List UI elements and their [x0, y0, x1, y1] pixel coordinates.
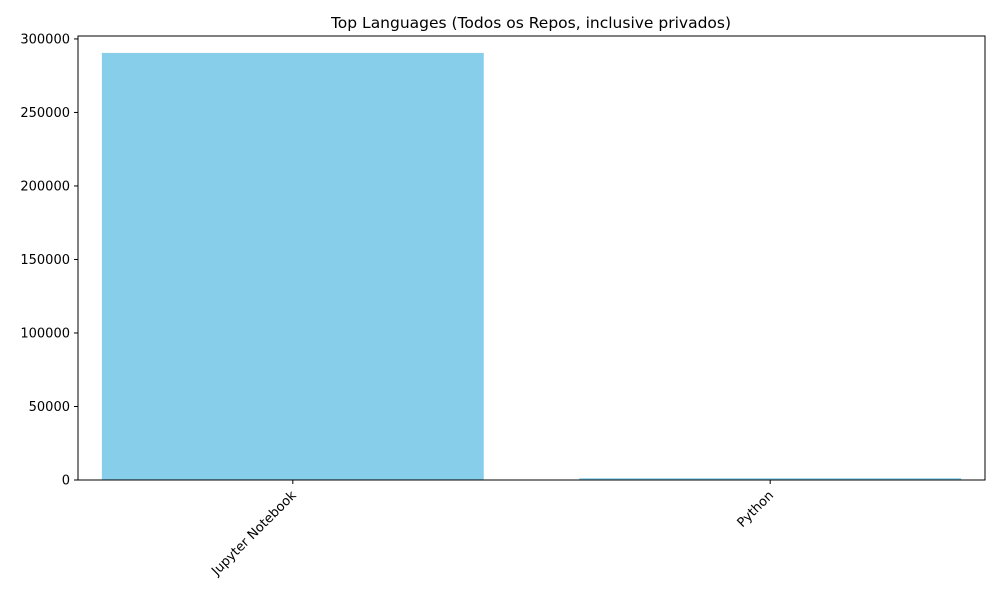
y-tick-label: 200000 — [20, 179, 70, 194]
plot-frame — [77, 35, 986, 481]
y-axis: 0 50000 100000 150000 200000 250000 300000 — [20, 32, 78, 489]
x-axis: Jupyter Notebook Python — [208, 480, 777, 579]
x-tick-label: Python — [735, 488, 777, 530]
y-tick-label: 300000 — [20, 32, 70, 47]
chart-title: Top Languages (Todos os Repos, inclusive… — [330, 14, 731, 32]
bars-group — [101, 52, 962, 480]
x-tick-label: Jupyter Notebook — [208, 488, 300, 580]
y-tick-label: 0 — [62, 474, 70, 489]
y-tick-label: 150000 — [20, 253, 70, 268]
y-tick-label: 50000 — [29, 400, 70, 415]
y-tick-label: 100000 — [20, 326, 70, 341]
bar-jupyter-notebook — [101, 52, 484, 480]
y-tick-label: 250000 — [20, 106, 70, 121]
bar-python — [579, 478, 962, 480]
